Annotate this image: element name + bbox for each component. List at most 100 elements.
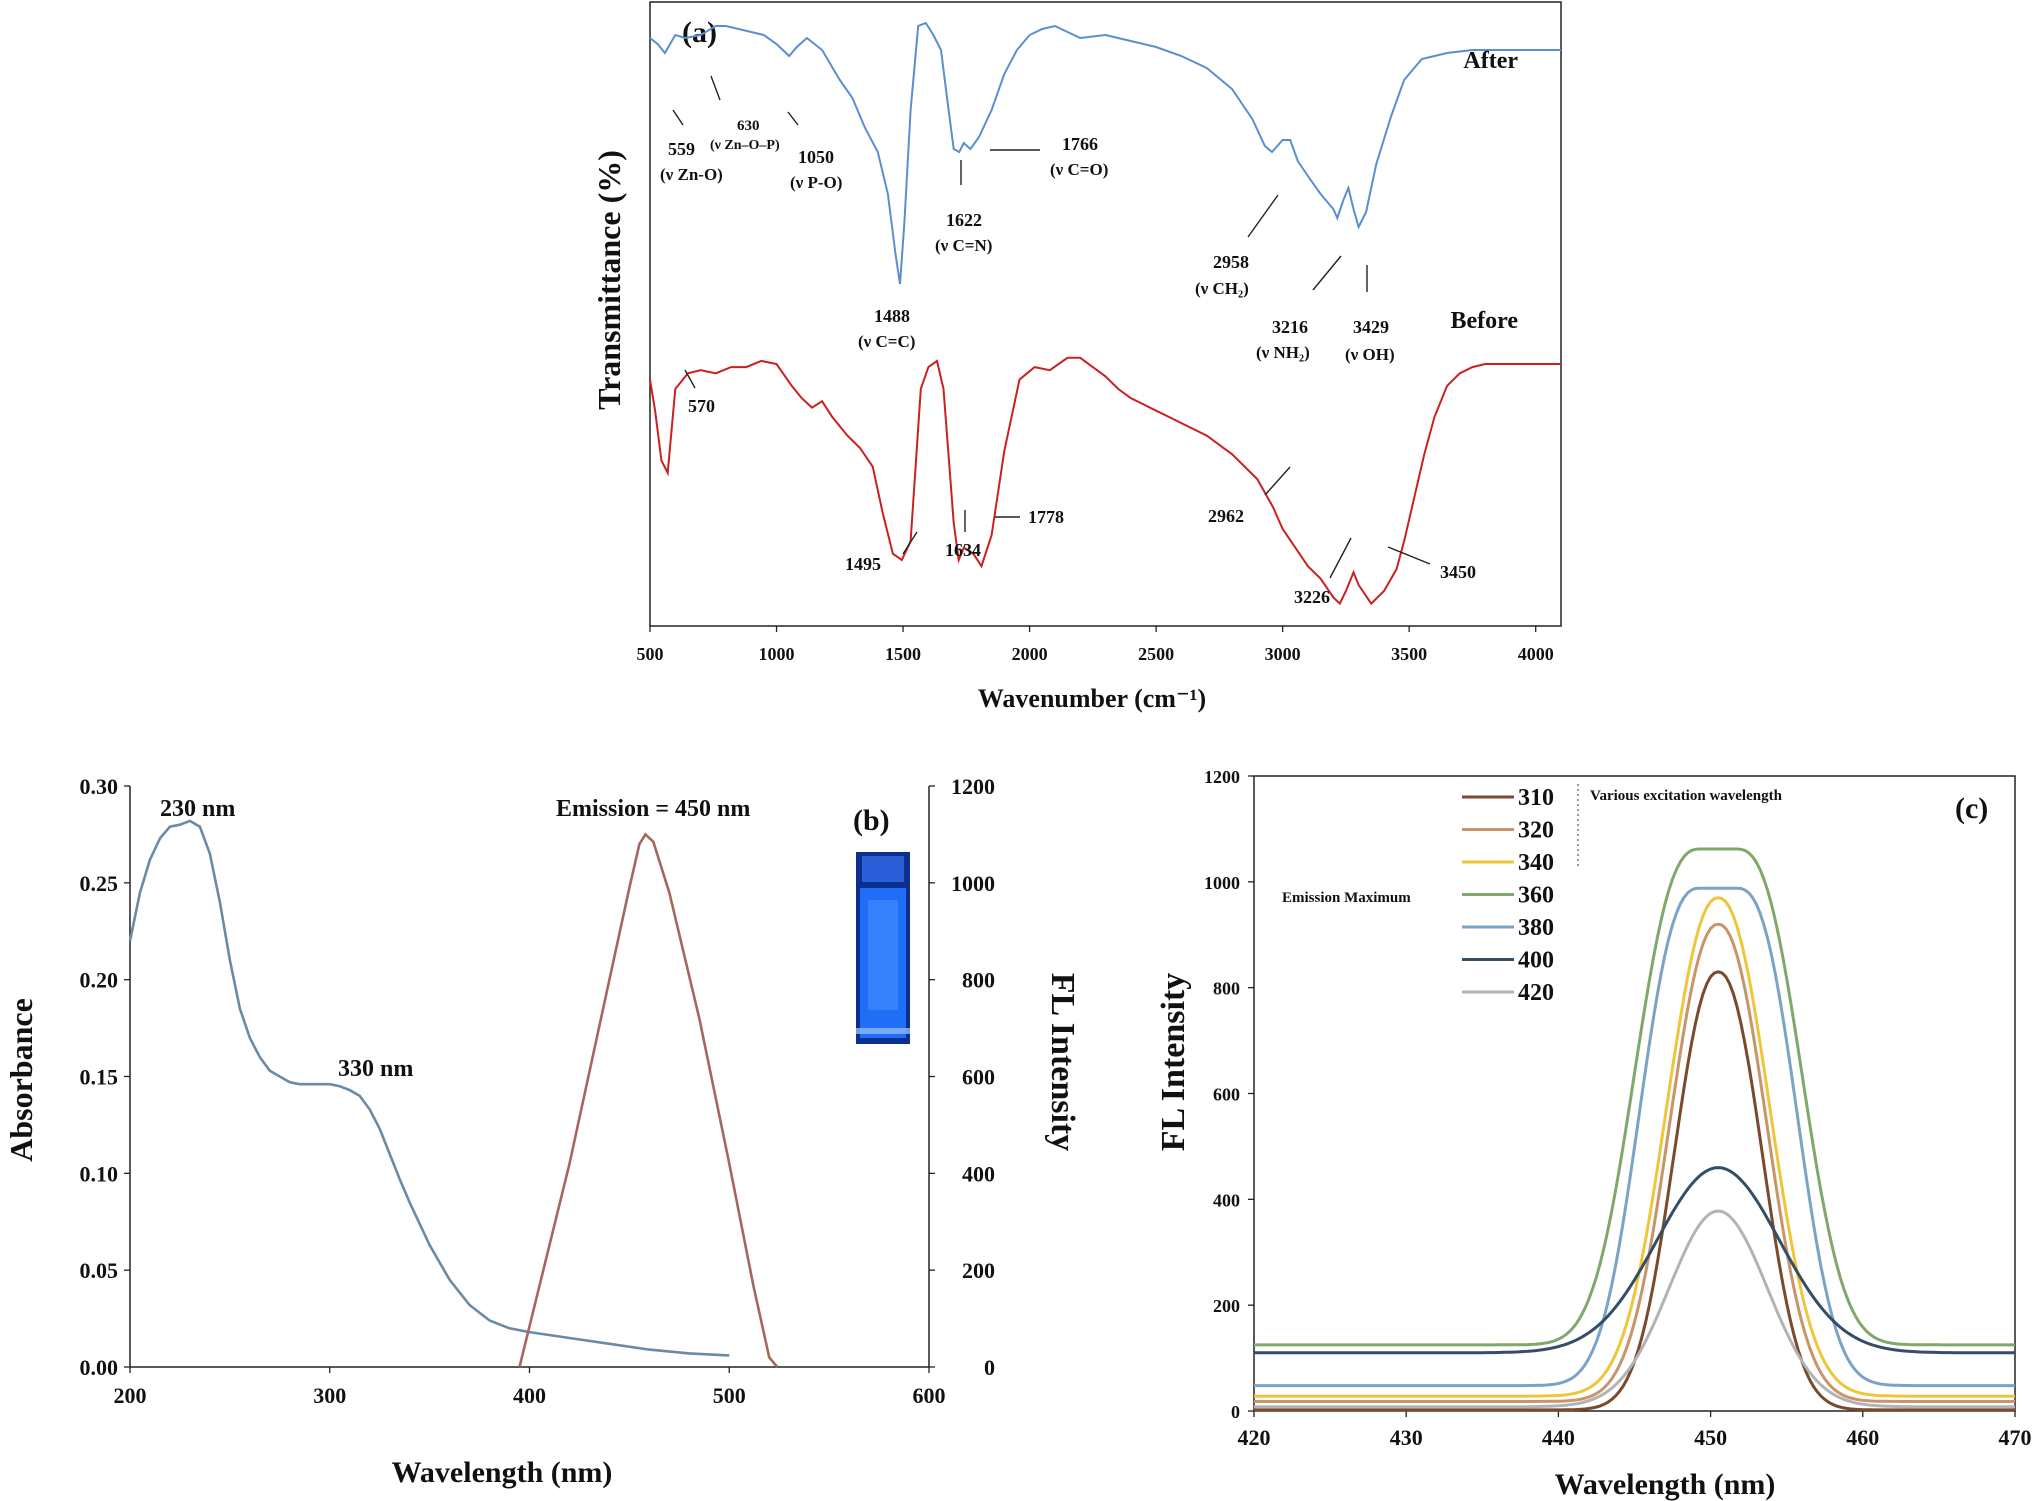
b-x-tick-label: 300 (313, 1383, 346, 1408)
a-x-tick-label: 4000 (1518, 644, 1554, 664)
b-y-tick-label: 0.30 (80, 774, 119, 799)
c-x-tick-label: 440 (1542, 1425, 1575, 1450)
c-x-tick-label: 460 (1846, 1425, 1879, 1450)
annot-1778: 1778 (1028, 507, 1064, 527)
panel-c-plot-frame (1253, 775, 2016, 1412)
annot-1488-sub: (ν C=C) (858, 332, 915, 351)
panel-a-legend-after: After (1463, 48, 1518, 74)
panel-a-legend-before: Before (1450, 308, 1518, 334)
annot-1634: 1634 (945, 540, 981, 560)
annot-630: 630 (737, 118, 760, 134)
a-series-after (649, 21, 1561, 285)
panel-b-label: (b) (853, 804, 890, 837)
panel-a-annotations (672, 75, 1431, 579)
panel-c-xlabel: Wavelength (nm) (1555, 1468, 1776, 1501)
c-y-tick-label: 600 (1213, 1085, 1240, 1105)
panel-c-series (1254, 847, 2015, 1412)
panel-a-xlabel: Wavenumber (cm⁻¹) (978, 684, 1206, 713)
panel-a-plot-frame (649, 1, 1562, 627)
b-y-tick-label: 0.15 (80, 1065, 119, 1090)
b-y-tick-label: 0.00 (80, 1355, 119, 1380)
panel-a-x-axis: 500 1000 1500 2000 2500 3000 3500 4000 (637, 626, 1554, 664)
annot-3429: 3429 (1353, 317, 1389, 337)
panel-b-label-emission: Emission = 450 nm (556, 796, 750, 822)
a-x-tick-label: 2000 (1012, 644, 1048, 664)
a-x-tick-label: 500 (637, 644, 664, 664)
c-y-tick-label: 1000 (1204, 873, 1240, 893)
c-series-360 (1254, 847, 2015, 1347)
c-y-tick-label: 200 (1213, 1296, 1240, 1316)
c-legend-label-380: 380 (1518, 915, 1554, 941)
a-x-tick-label: 1500 (885, 644, 921, 664)
panel-c-legend: 310 320 340 360 380 400 420 (1462, 785, 1554, 1006)
annot-1622: 1622 (946, 210, 982, 230)
annot-3429-sub: (ν OH) (1345, 345, 1395, 364)
b-x-tick-label: 400 (513, 1383, 546, 1408)
b-x-tick-label: 200 (114, 1383, 147, 1408)
annot-3216-sub: (ν NH₂) (1256, 343, 1310, 362)
panel-c-legend-title: Various excitation wavelength (1590, 788, 1783, 804)
b-y-tick-label: 0.10 (80, 1161, 119, 1186)
panel-a-label: (a) (682, 16, 717, 49)
b-x-tick-label: 500 (713, 1383, 746, 1408)
c-legend-label-320: 320 (1518, 818, 1554, 844)
c-y-tick-label: 400 (1213, 1190, 1240, 1210)
c-series-420 (1254, 1209, 2015, 1409)
annot-1050-sub: (ν P-O) (790, 173, 842, 192)
c-legend-label-340: 340 (1518, 850, 1554, 876)
c-series-380 (1254, 886, 2015, 1388)
annot-1622-sub: (ν C=N) (935, 236, 992, 255)
b-y-right-tick-label: 0 (984, 1355, 995, 1380)
c-series-400 (1254, 1166, 2015, 1355)
annot-1050: 1050 (798, 147, 834, 167)
c-legend-label-360: 360 (1518, 883, 1554, 909)
panel-b-ylabel-right: FL Intensity (1044, 973, 1081, 1152)
panel-b-ylabel: Absorbance (3, 998, 39, 1162)
b-y-right-tick-label: 200 (962, 1258, 995, 1283)
b-y-tick-label: 0.05 (80, 1258, 119, 1283)
c-x-tick-label: 430 (1390, 1425, 1423, 1450)
annot-1766-sub: (ν C=O) (1050, 160, 1108, 179)
b-y-right-tick-label: 600 (962, 1065, 995, 1090)
annot-1495: 1495 (845, 554, 881, 574)
annot-559-sub: (ν Zn-O) (660, 165, 723, 184)
panel-a-series (649, 21, 1561, 606)
annot-3226: 3226 (1294, 587, 1330, 607)
annot-630-sub: (ν Zn–O–P) (710, 138, 780, 153)
panel-a-ftir-chart: (a) Wavenumber (cm⁻¹) Transmittance (%) … (591, 1, 1562, 713)
annot-570: 570 (688, 396, 715, 416)
b-y-tick-label: 0.25 (80, 871, 119, 896)
annot-2962: 2962 (1208, 506, 1244, 526)
panel-c-emission-chart: (c) Wavelength (nm) FL Intensity Emissio… (1155, 767, 2032, 1501)
cuvette-photo (856, 852, 910, 1044)
c-series-340 (1254, 896, 2015, 1398)
b-y-right-tick-label: 1200 (951, 774, 995, 799)
c-x-tick-label: 470 (1999, 1425, 2032, 1450)
b-y-right-tick-label: 800 (962, 968, 995, 993)
panel-b-ticks: 200 300 400 500 600 0.00 0.05 0.10 0.15 0.20 0.25 0… (80, 774, 996, 1408)
c-series-320 (1254, 922, 2015, 1403)
annot-2958-sub: (ν CH₂) (1195, 279, 1249, 298)
c-y-tick-label: 1200 (1204, 767, 1240, 787)
b-series-absorbance (128, 819, 730, 1357)
a-series-before (649, 356, 1561, 606)
c-legend-label-310: 310 (1518, 785, 1554, 811)
c-legend-label-400: 400 (1518, 948, 1554, 974)
a-x-tick-label: 3000 (1265, 644, 1301, 664)
c-x-tick-label: 450 (1694, 1425, 1727, 1450)
c-y-tick-label: 0 (1231, 1402, 1240, 1422)
panel-b-label-330nm: 330 nm (338, 1056, 413, 1082)
panel-c-ticks: 420 430 440 450 460 470 0 200 400 600 800 1000 1200 (1204, 767, 2032, 1450)
annot-3450: 3450 (1440, 562, 1476, 582)
b-y-tick-label: 0.20 (80, 968, 119, 993)
annot-1488: 1488 (874, 306, 910, 326)
panel-a-ylabel: Transmittance (%) (591, 150, 627, 410)
panel-c-label: (c) (1955, 792, 1988, 825)
c-legend-label-420: 420 (1518, 980, 1554, 1006)
panel-c-ylabel: FL Intensity (1155, 973, 1192, 1152)
panel-b-series (128, 819, 779, 1368)
a-x-tick-label: 3500 (1391, 644, 1427, 664)
b-series-fl-intensity (518, 832, 779, 1368)
annot-2958: 2958 (1213, 252, 1249, 272)
